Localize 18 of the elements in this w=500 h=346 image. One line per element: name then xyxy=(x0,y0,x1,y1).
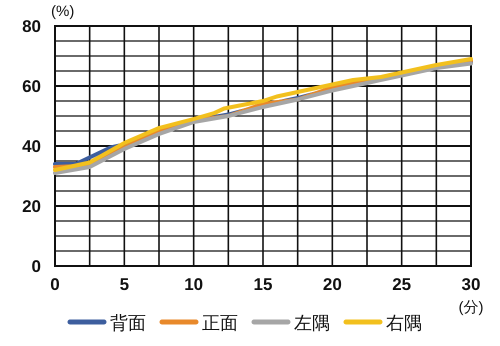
legend-label: 正面 xyxy=(202,313,238,333)
y-tick-label: 80 xyxy=(22,17,41,36)
x-tick-label: 10 xyxy=(184,275,204,294)
x-axis-title: (分) xyxy=(458,299,484,316)
x-tick-label: 30 xyxy=(462,275,480,294)
legend-label: 左隅 xyxy=(294,313,330,333)
x-tick-label: 20 xyxy=(322,275,342,294)
y-tick-label: 40 xyxy=(22,137,41,156)
x-tick-label: 5 xyxy=(120,275,130,294)
y-tick-label: 0 xyxy=(32,257,41,276)
y-axis-title: (%) xyxy=(51,3,74,20)
legend-label: 右隅 xyxy=(386,313,422,333)
x-tick-label: 0 xyxy=(50,275,60,294)
x-tick-label: 15 xyxy=(254,275,272,294)
legend-label: 背面 xyxy=(110,313,146,333)
x-tick-label: 25 xyxy=(392,275,412,294)
y-tick-label: 60 xyxy=(22,77,41,96)
y-tick-label: 20 xyxy=(22,197,41,216)
